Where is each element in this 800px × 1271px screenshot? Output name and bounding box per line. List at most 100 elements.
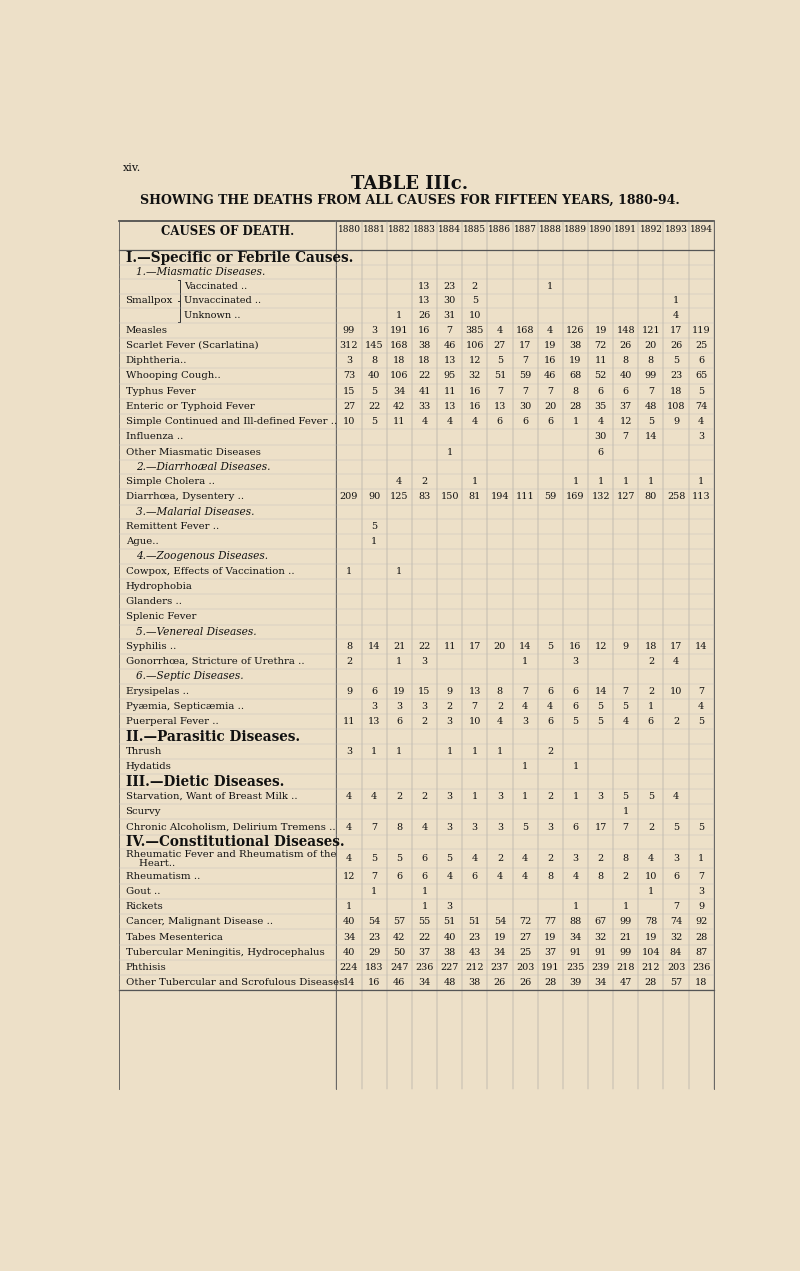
Text: 17: 17 bbox=[594, 822, 606, 831]
Text: 7: 7 bbox=[446, 325, 453, 334]
Text: 113: 113 bbox=[692, 492, 710, 502]
Text: 191: 191 bbox=[390, 325, 409, 334]
Text: 38: 38 bbox=[418, 341, 430, 350]
Text: 42: 42 bbox=[393, 402, 406, 411]
Text: 4: 4 bbox=[598, 417, 604, 426]
Text: 13: 13 bbox=[368, 717, 380, 726]
Text: Cowpox, Effects of Vaccination ..: Cowpox, Effects of Vaccination .. bbox=[126, 567, 294, 576]
Text: 6: 6 bbox=[572, 822, 578, 831]
Text: 81: 81 bbox=[469, 492, 481, 502]
Text: 17: 17 bbox=[519, 341, 531, 350]
Text: 19: 19 bbox=[393, 686, 406, 695]
Text: 5: 5 bbox=[698, 822, 704, 831]
Text: 4: 4 bbox=[572, 872, 578, 881]
Text: 203: 203 bbox=[667, 963, 686, 972]
Text: 1880: 1880 bbox=[338, 225, 361, 234]
Text: 3: 3 bbox=[446, 902, 453, 911]
Text: 1881: 1881 bbox=[362, 225, 386, 234]
Text: 2: 2 bbox=[547, 854, 554, 863]
Text: Gout ..: Gout .. bbox=[126, 887, 160, 896]
Text: 10: 10 bbox=[645, 872, 657, 881]
Text: 6: 6 bbox=[673, 872, 679, 881]
Text: 77: 77 bbox=[544, 918, 556, 927]
Text: 91: 91 bbox=[594, 948, 606, 957]
Text: 2: 2 bbox=[622, 872, 629, 881]
Text: 2: 2 bbox=[648, 822, 654, 831]
Text: 74: 74 bbox=[670, 918, 682, 927]
Text: Enteric or Typhoid Fever: Enteric or Typhoid Fever bbox=[126, 402, 254, 411]
Text: 1: 1 bbox=[572, 763, 578, 771]
Text: 40: 40 bbox=[619, 371, 632, 380]
Text: 68: 68 bbox=[570, 371, 582, 380]
Text: 6: 6 bbox=[598, 447, 604, 456]
Text: 32: 32 bbox=[670, 933, 682, 942]
Text: 3: 3 bbox=[572, 657, 578, 666]
Text: 30: 30 bbox=[519, 402, 531, 411]
Text: 26: 26 bbox=[620, 341, 632, 350]
Text: 14: 14 bbox=[645, 432, 657, 441]
Text: 28: 28 bbox=[544, 979, 556, 988]
Text: 237: 237 bbox=[490, 963, 509, 972]
Text: 218: 218 bbox=[617, 963, 635, 972]
Text: Influenza ..: Influenza .. bbox=[126, 432, 183, 441]
Text: 236: 236 bbox=[415, 963, 434, 972]
Text: 148: 148 bbox=[617, 325, 635, 334]
Text: 26: 26 bbox=[494, 979, 506, 988]
Text: 1: 1 bbox=[547, 282, 554, 291]
Text: 9: 9 bbox=[446, 686, 453, 695]
Text: 5: 5 bbox=[572, 717, 578, 726]
Text: 18: 18 bbox=[418, 356, 430, 365]
Text: 38: 38 bbox=[570, 341, 582, 350]
Text: 7: 7 bbox=[371, 822, 377, 831]
Text: Whooping Cough..: Whooping Cough.. bbox=[126, 371, 220, 380]
Text: 2: 2 bbox=[648, 686, 654, 695]
Text: 25: 25 bbox=[695, 341, 707, 350]
Text: 6: 6 bbox=[572, 686, 578, 695]
Text: 1: 1 bbox=[698, 477, 704, 487]
Text: 29: 29 bbox=[368, 948, 380, 957]
Text: 3: 3 bbox=[522, 717, 528, 726]
Text: 95: 95 bbox=[443, 371, 456, 380]
Text: 7: 7 bbox=[547, 386, 554, 395]
Text: 14: 14 bbox=[594, 686, 607, 695]
Text: 212: 212 bbox=[642, 963, 660, 972]
Text: 51: 51 bbox=[494, 371, 506, 380]
Text: 99: 99 bbox=[620, 918, 632, 927]
Text: Cancer, Malignant Disease ..: Cancer, Malignant Disease .. bbox=[126, 918, 273, 927]
Text: 3: 3 bbox=[422, 702, 427, 710]
Text: 8: 8 bbox=[396, 822, 402, 831]
Text: 5: 5 bbox=[522, 822, 528, 831]
Text: 22: 22 bbox=[418, 371, 430, 380]
Text: 4: 4 bbox=[673, 792, 679, 801]
Text: 3: 3 bbox=[472, 822, 478, 831]
Text: 1884: 1884 bbox=[438, 225, 461, 234]
Text: 34: 34 bbox=[570, 933, 582, 942]
Text: Ague..: Ague.. bbox=[126, 538, 158, 547]
Text: 235: 235 bbox=[566, 963, 585, 972]
Text: 27: 27 bbox=[519, 933, 531, 942]
Text: 15: 15 bbox=[342, 386, 355, 395]
Text: 57: 57 bbox=[393, 918, 406, 927]
Text: 11: 11 bbox=[443, 642, 456, 651]
Text: 51: 51 bbox=[443, 918, 456, 927]
Text: 1891: 1891 bbox=[614, 225, 638, 234]
Text: 99: 99 bbox=[645, 371, 657, 380]
Text: 1: 1 bbox=[472, 792, 478, 801]
Text: 26: 26 bbox=[670, 341, 682, 350]
Text: 169: 169 bbox=[566, 492, 585, 502]
Text: 3: 3 bbox=[547, 822, 554, 831]
Text: 3: 3 bbox=[497, 822, 503, 831]
Text: 4: 4 bbox=[396, 477, 402, 487]
Text: 3: 3 bbox=[698, 887, 704, 896]
Text: 258: 258 bbox=[667, 492, 686, 502]
Text: Chronic Alcoholism, Delirium Tremens ..: Chronic Alcoholism, Delirium Tremens .. bbox=[126, 822, 335, 831]
Text: 54: 54 bbox=[368, 918, 380, 927]
Text: 5: 5 bbox=[371, 386, 377, 395]
Text: 4: 4 bbox=[547, 325, 554, 334]
Text: Rheumatism ..: Rheumatism .. bbox=[126, 872, 200, 881]
Text: 40: 40 bbox=[342, 948, 355, 957]
Text: 4.—Zoogenous Diseases.: 4.—Zoogenous Diseases. bbox=[137, 552, 269, 562]
Text: 9: 9 bbox=[346, 686, 352, 695]
Text: 11: 11 bbox=[594, 356, 607, 365]
Text: 8: 8 bbox=[371, 356, 377, 365]
